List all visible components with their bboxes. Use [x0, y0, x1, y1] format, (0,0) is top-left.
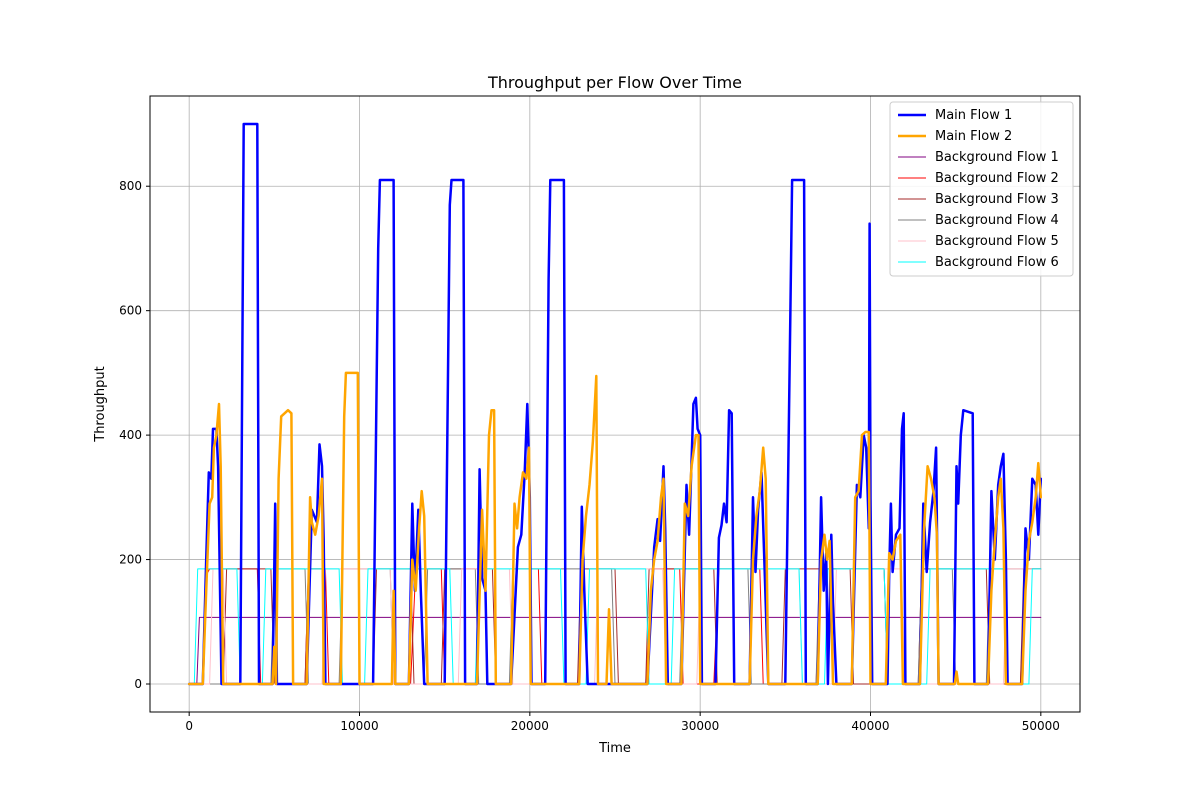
- x-tick-label: 20000: [511, 719, 549, 733]
- series-lines: [187, 122, 1043, 686]
- series-line-8: [188, 568, 1042, 685]
- legend: Main Flow 1 Main Flow 2 Background Flow 1 B…: [889, 101, 1074, 277]
- x-axis-label: Time: [598, 741, 631, 756]
- x-tick-label: 10000: [340, 719, 378, 733]
- plot-frame: [149, 95, 1081, 713]
- series-line-2: [187, 371, 1043, 686]
- y-tick-label: 200: [119, 553, 142, 567]
- series-line-1: [187, 122, 1043, 686]
- legend-label: Background Flow 4: [935, 213, 1059, 228]
- x-tick-label: 0: [185, 719, 193, 733]
- x-tick-label: 40000: [851, 719, 889, 733]
- legend-box: [889, 101, 1074, 277]
- legend-label: Background Flow 2: [935, 171, 1059, 186]
- x-tick-label: 50000: [1022, 719, 1060, 733]
- legend-label: Background Flow 1: [935, 150, 1059, 165]
- y-axis-label: Throughput: [93, 366, 108, 443]
- y-tick-label: 0: [134, 677, 142, 691]
- legend-label: Background Flow 6: [935, 255, 1059, 270]
- legend-label: Background Flow 5: [935, 234, 1059, 249]
- legend-label: Background Flow 3: [935, 192, 1059, 207]
- y-tick-label: 400: [119, 428, 142, 442]
- legend-label: Main Flow 2: [935, 129, 1012, 144]
- chart-title: Throughput per Flow Over Time: [487, 73, 742, 92]
- axis-ticks: 0 10000 20000 30000 40000 50000 0 200 400 600 800: [119, 179, 1060, 733]
- y-tick-label: 800: [119, 179, 142, 193]
- legend-label: Main Flow 1: [935, 108, 1012, 123]
- y-tick-label: 600: [119, 304, 142, 318]
- x-tick-label: 30000: [681, 719, 719, 733]
